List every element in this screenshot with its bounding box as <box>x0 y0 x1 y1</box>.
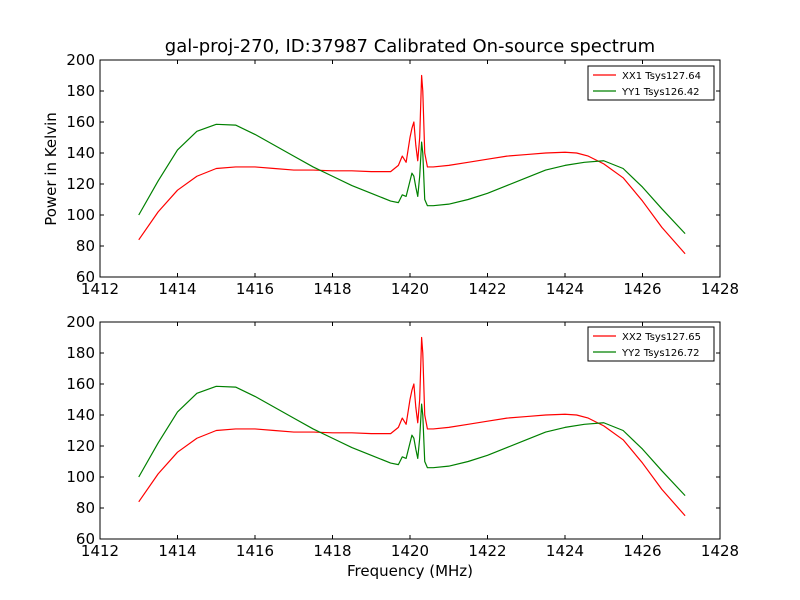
y-tick-label: 140 <box>66 406 95 424</box>
y-axis-label: Power in Kelvin <box>42 112 60 226</box>
x-tick-label: 1418 <box>313 280 351 298</box>
series-line-xx <box>138 336 686 517</box>
y-tick-label: 80 <box>76 237 95 255</box>
legend-box <box>587 65 715 101</box>
x-tick-label: 1412 <box>81 280 119 298</box>
x-tick-label: 1426 <box>623 280 661 298</box>
x-tick-label: 1426 <box>623 542 661 560</box>
x-axis-label: Frequency (MHz) <box>347 562 473 580</box>
x-tick-label: 1414 <box>158 542 196 560</box>
series-line-yy <box>138 385 686 497</box>
x-tick-label: 1418 <box>313 542 351 560</box>
legend: XX2 Tsys127.65 YY2 Tsys126.72 <box>587 326 715 362</box>
y-tick-label: 60 <box>76 530 95 548</box>
legend: XX1 Tsys127.64 YY1 Tsys126.42 <box>587 65 715 101</box>
x-tick-label: 1416 <box>236 542 274 560</box>
figure-title: gal-proj-270, ID:37987 Calibrated On-sou… <box>165 36 655 57</box>
x-tick-label: 1420 <box>391 280 429 298</box>
top-panel: 1412 1414 1416 1418 1420 1422 1424 1426 1428 60 80… <box>66 51 739 298</box>
x-tick-label: 1412 <box>81 542 119 560</box>
x-tick-label: 1422 <box>468 280 506 298</box>
y-tick-label: 120 <box>66 437 95 455</box>
series-line-yy <box>138 123 686 235</box>
x-tick-label: 1424 <box>546 542 584 560</box>
x-tick-label: 1414 <box>158 280 196 298</box>
y-tick-label: 140 <box>66 144 95 162</box>
y-tick-label: 200 <box>66 313 95 331</box>
y-tick-label: 160 <box>66 113 95 131</box>
legend-label: XX2 Tsys127.65 <box>622 332 701 343</box>
y-tick-label: 180 <box>66 344 95 362</box>
legend-label: YY1 Tsys126.42 <box>621 87 700 98</box>
legend-label: XX1 Tsys127.64 <box>622 71 701 82</box>
legend-box <box>587 326 715 362</box>
x-tick-label: 1416 <box>236 280 274 298</box>
legend-label: YY2 Tsys126.72 <box>621 348 700 359</box>
x-tick-label: 1422 <box>468 542 506 560</box>
y-tick-label: 120 <box>66 175 95 193</box>
series-line-xx <box>138 74 686 255</box>
y-tick-label: 60 <box>76 268 95 286</box>
x-tick-label: 1420 <box>391 542 429 560</box>
bottom-panel: 1412 1414 1416 1418 1420 1422 1424 1426 1428 60 80… <box>66 313 739 560</box>
y-tick-label: 200 <box>66 51 95 69</box>
y-tick-label: 80 <box>76 499 95 517</box>
x-tick-label: 1428 <box>701 280 739 298</box>
y-tick-label: 180 <box>66 82 95 100</box>
y-tick-label: 100 <box>66 468 95 486</box>
y-tick-label: 160 <box>66 375 95 393</box>
y-tick-label: 100 <box>66 206 95 224</box>
x-tick-label: 1424 <box>546 280 584 298</box>
x-tick-label: 1428 <box>701 542 739 560</box>
